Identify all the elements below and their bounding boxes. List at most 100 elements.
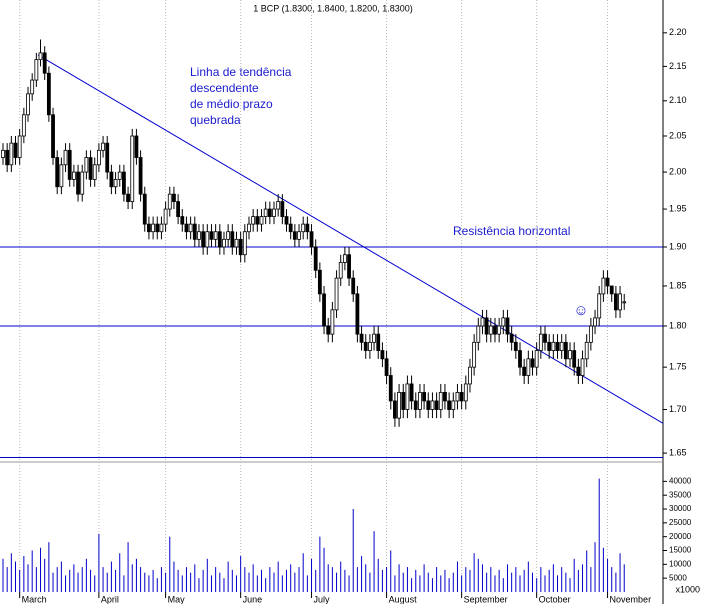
candle-body (418, 392, 422, 410)
candle-body (259, 216, 264, 225)
candle-body (176, 201, 181, 217)
candle-body (530, 358, 535, 368)
candle-body (205, 231, 210, 248)
candle-body (38, 52, 43, 61)
candle-body (426, 400, 431, 410)
candle-body (509, 333, 514, 343)
candle-body (593, 317, 597, 327)
candle-body (522, 366, 527, 376)
volume-unit: x1000 (675, 584, 700, 594)
candle-body (526, 358, 531, 376)
candle-body (309, 231, 314, 248)
candle-body (26, 93, 30, 116)
candle-body (443, 392, 447, 402)
candle-body (238, 238, 243, 256)
candle-body (305, 223, 310, 233)
candle-body (543, 333, 547, 343)
candle-body (251, 216, 256, 225)
y2-tick-label: 15000 (669, 546, 692, 555)
candle-body (17, 135, 22, 158)
candle-body (284, 216, 289, 225)
candle-body (605, 277, 610, 287)
candle-body (463, 383, 468, 402)
x-tick-label: June (243, 594, 263, 604)
candle-body (388, 375, 393, 402)
candle-body (280, 201, 285, 217)
candle-body (476, 325, 481, 343)
candle-body (167, 193, 172, 210)
annotation: quebrada (190, 113, 241, 127)
candle-body (472, 341, 477, 368)
x-tick-label: August (389, 594, 418, 604)
candle-body (376, 333, 381, 351)
y-tick-label: 1.70 (669, 404, 687, 414)
candle-body (468, 366, 472, 385)
candle-body (393, 400, 397, 419)
candle-body (459, 392, 464, 402)
candle-body (80, 171, 85, 195)
candle-body (363, 341, 368, 351)
candle-body (384, 358, 389, 376)
candle-body (30, 79, 35, 95)
candle-body (242, 231, 247, 256)
candle-body (159, 223, 164, 233)
candle-body (188, 223, 193, 233)
candle-body (434, 400, 439, 410)
candle-body (313, 246, 318, 271)
candle-body (588, 325, 593, 343)
candle-body (338, 262, 343, 279)
candle-body (568, 350, 572, 360)
x-tick-label: July (314, 594, 331, 604)
candle-body (151, 223, 155, 233)
candle-body (172, 193, 176, 202)
annotation: Resistência horizontal (453, 224, 570, 238)
candle-body (192, 223, 197, 240)
candle-body (126, 193, 130, 202)
candle-body (572, 350, 577, 368)
candle-body (142, 193, 147, 225)
x-tick-label: September (464, 594, 508, 604)
annotation: de médio prazo (190, 97, 273, 111)
candle-body (576, 366, 581, 376)
candle-body (217, 231, 222, 248)
y2-tick-label: 5000 (669, 573, 687, 582)
candle-body (501, 317, 506, 327)
candle-body (601, 277, 606, 295)
candle-body (480, 317, 485, 327)
y-tick-label: 1.85 (669, 280, 687, 290)
candle-body (322, 293, 326, 327)
x-tick-label: October (539, 594, 571, 604)
candle-body (9, 142, 14, 166)
candle-body (276, 201, 281, 210)
candle-body (613, 293, 618, 311)
candle-body (234, 238, 239, 248)
candle-body (21, 114, 26, 137)
candle-body (92, 164, 97, 180)
candle-body (609, 285, 614, 295)
candle-body (230, 231, 235, 248)
candle-body (247, 223, 251, 233)
candle-body (59, 164, 64, 188)
candle-body (55, 157, 60, 188)
candle-body (334, 277, 339, 311)
candle-body (197, 231, 201, 240)
candle-body (96, 149, 101, 166)
y-tick-label: 2.10 (669, 95, 687, 105)
candle-body (101, 142, 105, 151)
candle-body (292, 231, 297, 240)
candle-body (513, 341, 518, 351)
candle-body (326, 325, 331, 335)
candle-body (213, 231, 218, 240)
candle-body (534, 350, 539, 368)
candle-body (297, 231, 301, 240)
candle-body (438, 392, 443, 410)
x-tick-label: May (168, 594, 186, 604)
candle-body (76, 171, 80, 195)
candle-body (288, 223, 293, 233)
candle-body (551, 341, 556, 351)
candle-body (226, 231, 231, 240)
candle-body (622, 301, 627, 304)
candle-body (263, 208, 268, 217)
candle-body (455, 392, 460, 402)
y-tick-label: 2.20 (669, 27, 687, 37)
